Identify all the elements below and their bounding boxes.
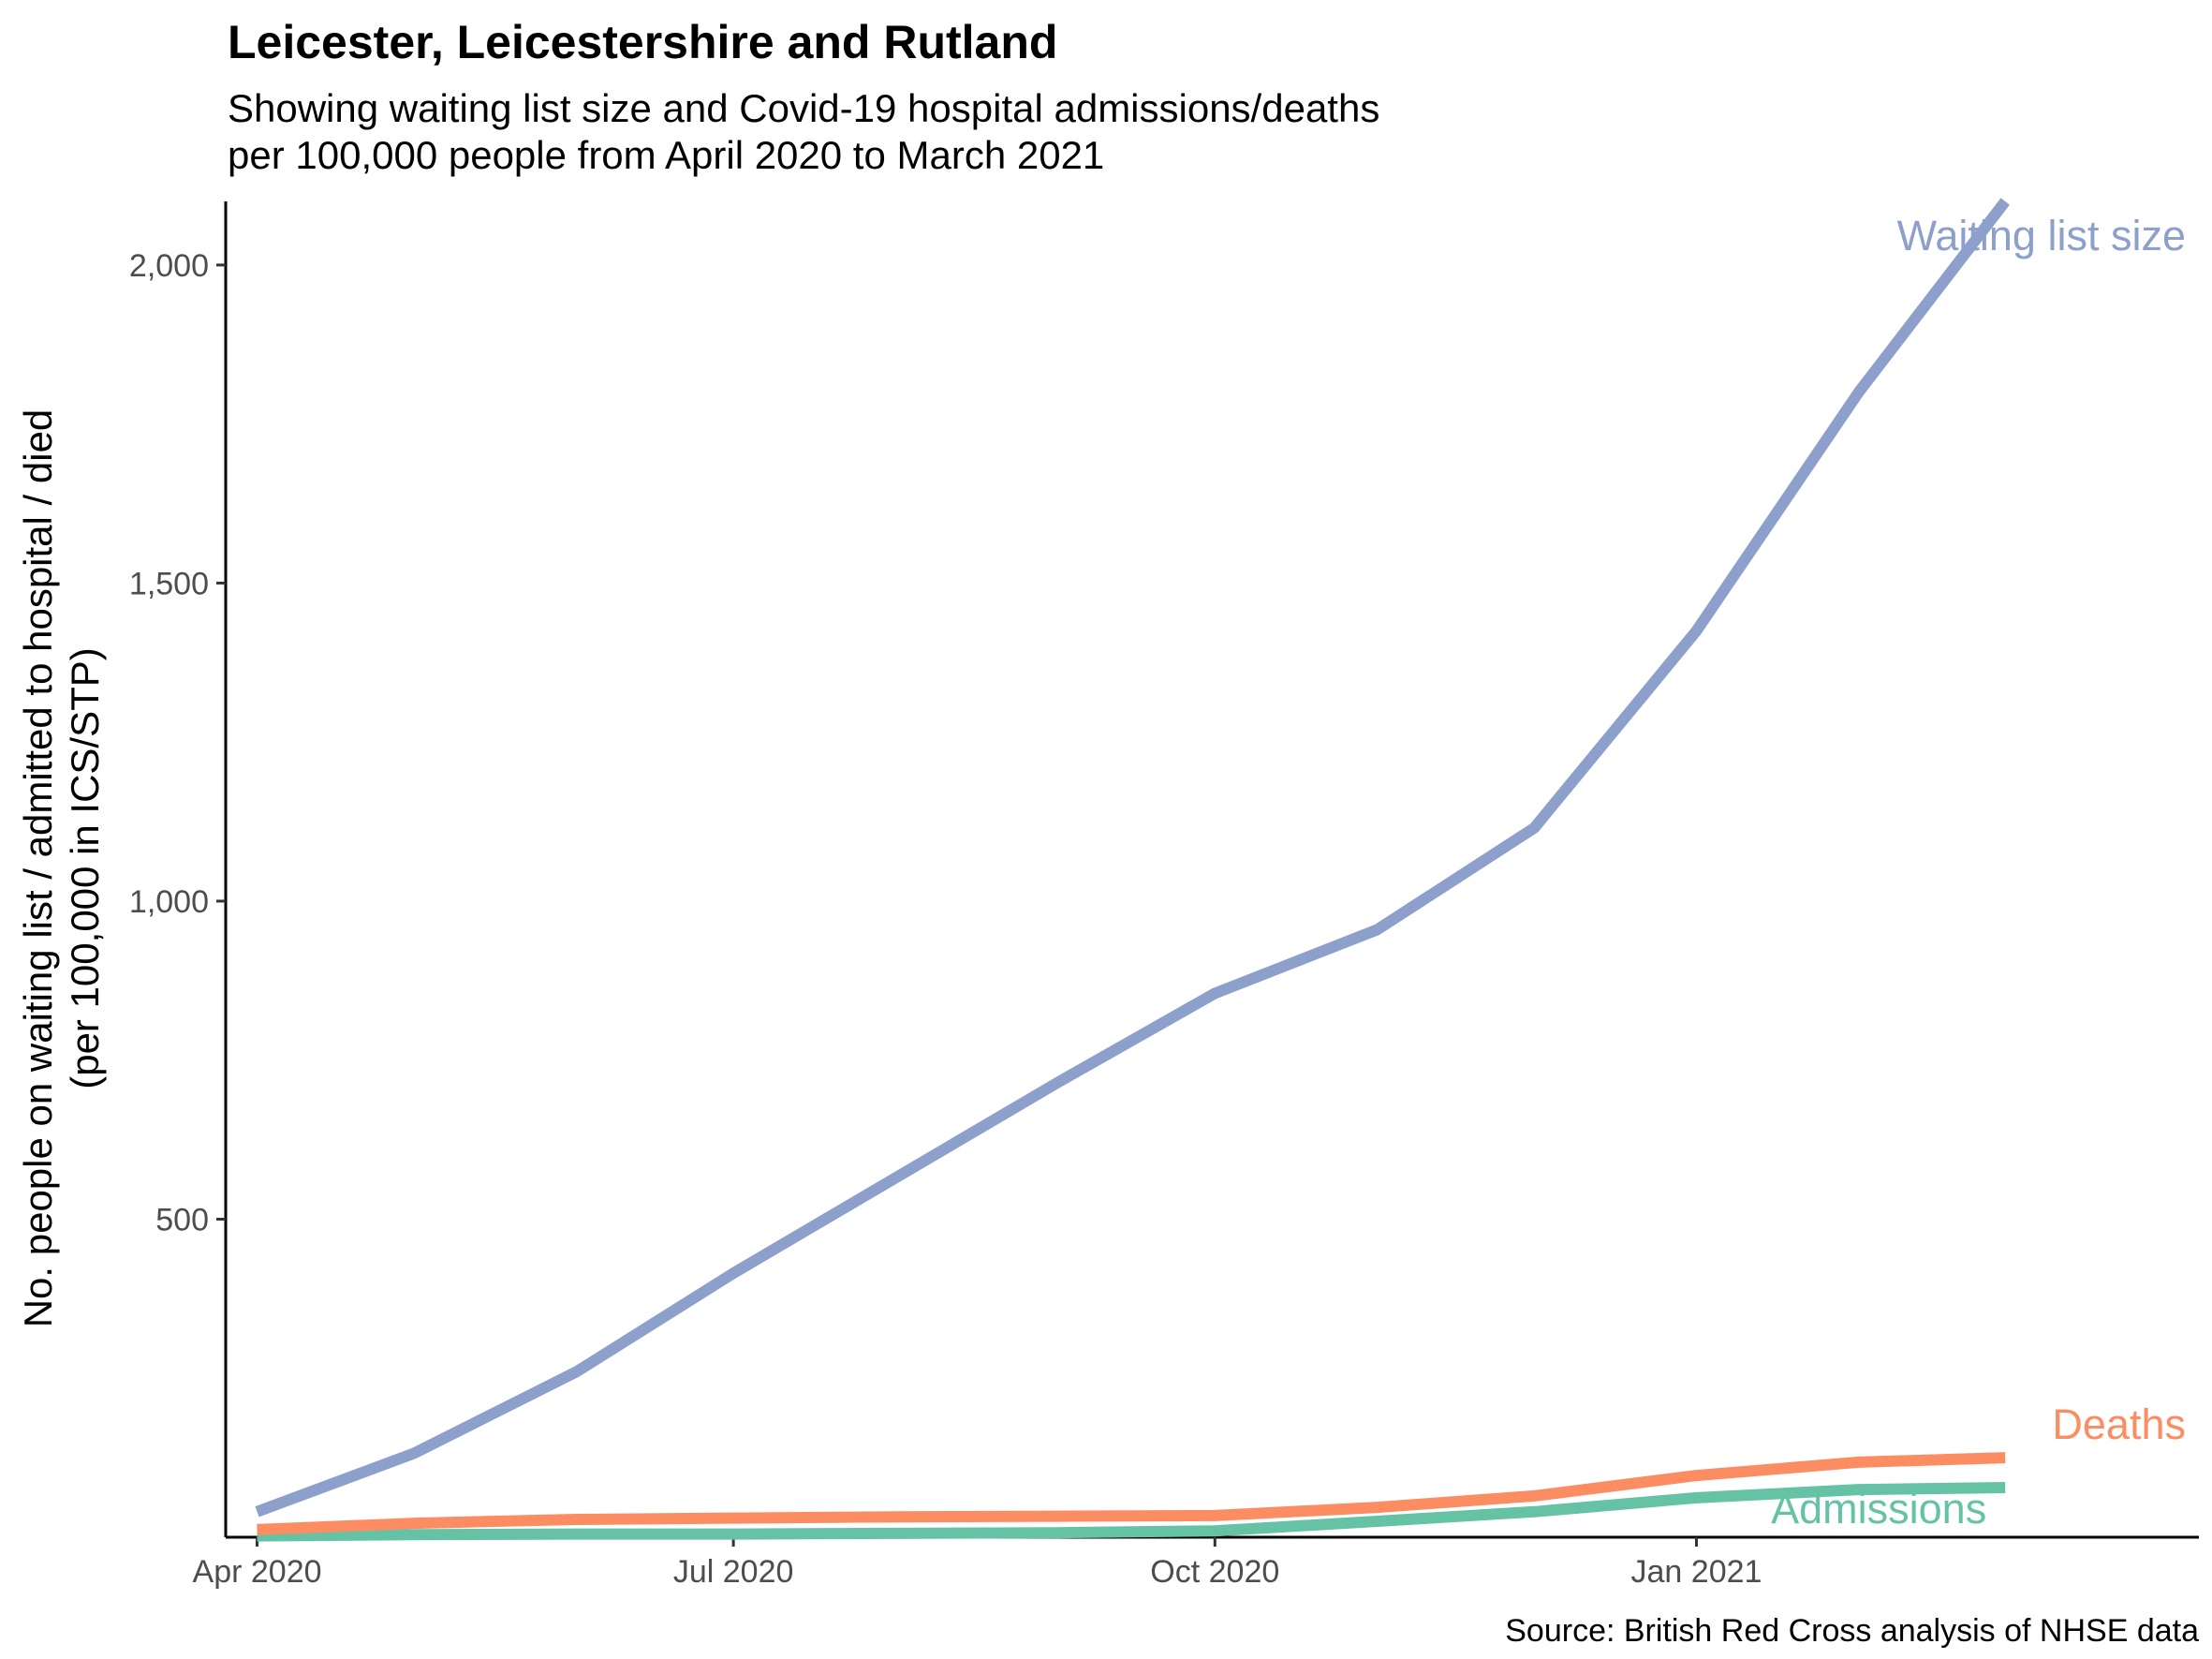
series-label-deaths: Deaths — [2052, 1400, 2186, 1448]
chart-title: Leicester, Leicestershire and Rutland — [228, 16, 1057, 68]
plot-area: 500 1,000 1,500 2,000 Apr 2020 Jul 2020 Oct 20… — [129, 198, 2199, 1590]
y-tick-label: 1,500 — [129, 566, 209, 601]
series-label-waiting-list-size: Waiting list size — [1897, 212, 2186, 259]
y-axis-title: No. people on waiting list / admitted to… — [16, 409, 107, 1328]
y-tick-label: 500 — [155, 1202, 209, 1237]
chart-caption: Source: British Red Cross analysis of NH… — [1505, 1613, 2199, 1649]
x-tick-label: Apr 2020 — [193, 1554, 322, 1590]
y-tick-label: 2,000 — [129, 248, 209, 284]
series-line-admissions — [257, 1482, 2006, 1542]
x-tick-label: Oct 2020 — [1150, 1554, 1279, 1590]
y-tick-label: 1,000 — [129, 884, 209, 920]
series-label-admissions: Admissions — [1771, 1485, 1986, 1533]
x-tick-label: Jan 2021 — [1631, 1554, 1762, 1590]
series-line-waiting-list-size — [255, 198, 2010, 1518]
y-axis-title-line-2: (per 100,000 in ICS/STP) — [63, 647, 107, 1089]
y-axis-title-line-1: No. people on waiting list / admitted to… — [16, 409, 60, 1328]
chart-subtitle-line-1: Showing waiting list size and Covid-19 h… — [228, 86, 1379, 130]
chart-subtitle-line-2: per 100,000 people from April 2020 to Ma… — [228, 133, 1104, 177]
x-tick-label: Jul 2020 — [673, 1554, 794, 1590]
series-line-deaths — [257, 1452, 2006, 1535]
